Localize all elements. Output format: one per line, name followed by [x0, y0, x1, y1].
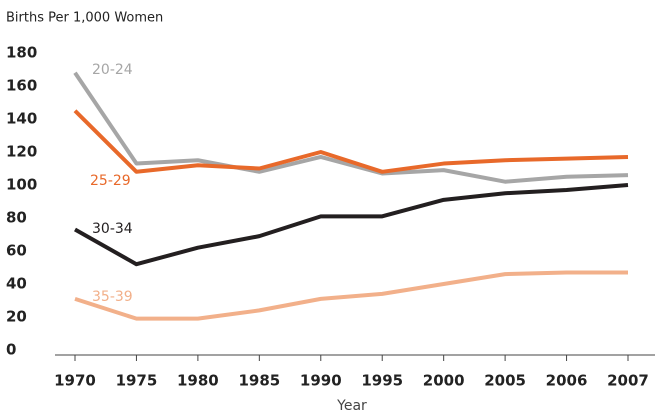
y-tick-label: 160 — [6, 77, 37, 95]
x-axis-title: Year — [336, 398, 367, 414]
series-line — [74, 270, 628, 321]
x-tick-label: 1995 — [361, 372, 403, 390]
series-line — [74, 183, 629, 267]
y-tick-label: 40 — [6, 275, 27, 293]
series-label: 30-34 — [92, 221, 133, 237]
y-tick-label: 100 — [6, 176, 37, 194]
series-label: 20-24 — [92, 62, 133, 78]
x-tick-label: 1980 — [177, 372, 219, 390]
x-tick-label: 2007 — [607, 372, 649, 390]
y-tick-label: 60 — [6, 242, 27, 260]
series-line — [73, 71, 629, 184]
series-label: 25-29 — [90, 173, 131, 189]
y-axis-title: Births Per 1,000 Women — [6, 11, 163, 26]
y-tick-label: 0 — [6, 341, 16, 359]
x-tick-label: 1985 — [238, 372, 280, 390]
x-tick-label: 1975 — [116, 372, 158, 390]
x-tick-label: 2000 — [423, 372, 465, 390]
y-tick-label: 20 — [6, 308, 27, 326]
y-tick-label: 140 — [6, 110, 37, 128]
series-label: 35-39 — [92, 289, 133, 305]
y-tick-label: 120 — [6, 143, 37, 161]
x-tick-label: 1990 — [300, 372, 342, 390]
series-line — [73, 109, 629, 174]
x-tick-label: 2006 — [546, 372, 588, 390]
x-tick-label: 1970 — [54, 372, 96, 390]
y-tick-label: 180 — [6, 44, 37, 62]
x-tick-label: 2005 — [484, 372, 526, 390]
y-tick-label: 80 — [6, 209, 27, 227]
